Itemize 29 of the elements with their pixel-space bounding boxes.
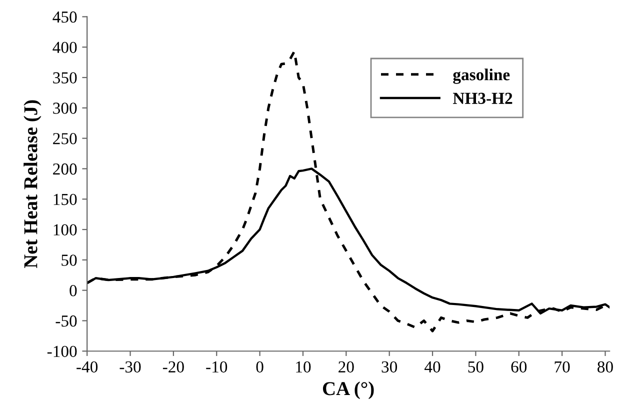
y-tick-label: 250 — [53, 133, 77, 144]
y-tick-label: -100 — [47, 346, 77, 358]
y-tick-label: 100 — [54, 224, 77, 236]
y-tick-label: 300 — [53, 102, 77, 114]
x-axis-title: CA (°) — [322, 382, 374, 400]
x-tick-label: -20 — [162, 361, 184, 373]
x-tick-label: -40 — [76, 361, 98, 373]
y-tick-label: 200 — [53, 163, 77, 175]
x-tick-label: 10 — [296, 361, 311, 373]
y-tick-label: 150 — [54, 194, 77, 206]
y-tick-label: 50 — [62, 254, 77, 266]
x-tick-label: -10 — [206, 361, 228, 373]
y-tick-label: 0 — [70, 285, 77, 296]
x-tick-label: 70 — [554, 361, 570, 373]
x-tick-label: 80 — [598, 361, 613, 373]
x-tick-label: 0 — [256, 361, 264, 373]
y-tick-label: -50 — [56, 315, 77, 327]
x-tick-label: 40 — [424, 361, 440, 373]
y-tick-label: 350 — [53, 72, 77, 84]
legend-label: gasoline — [453, 68, 510, 84]
x-tick-label: 20 — [338, 361, 354, 373]
x-tick-label: -30 — [120, 361, 141, 373]
y-tick-label: 400 — [52, 42, 77, 54]
y-axis-title: Net Heat Release (J) — [24, 100, 42, 268]
y-tick-label: 450 — [52, 11, 77, 23]
x-tick-label: 30 — [382, 361, 398, 373]
x-tick-label: 50 — [468, 361, 484, 373]
x-tick-label: 60 — [511, 361, 527, 373]
legend-label: NH3-H2 — [452, 92, 512, 104]
